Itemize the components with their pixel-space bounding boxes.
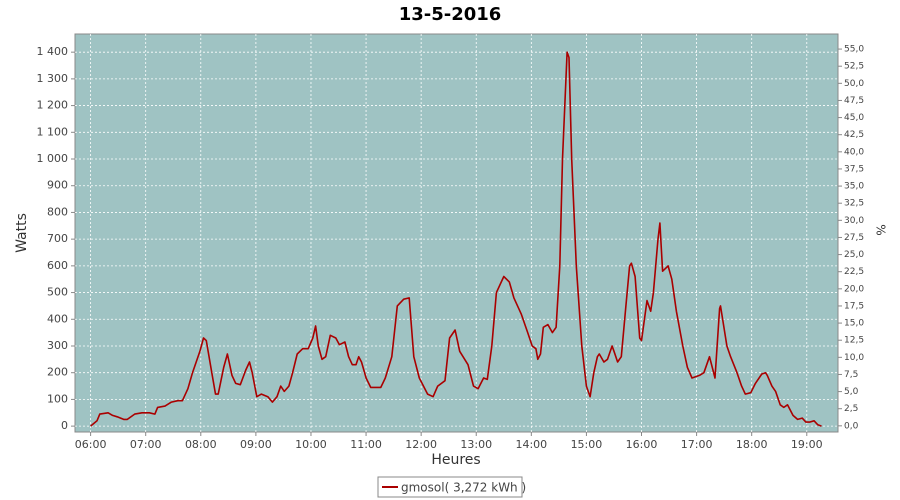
legend-box [377,476,523,498]
x-tick-label: 19:00 [791,438,823,451]
y2-tick-label: 15,0 [844,319,864,329]
y-tick-label: 0 [61,419,68,432]
y2-tick-label: 37,5 [844,164,864,174]
y-tick-label: 100 [47,392,68,405]
y2-tick-label: 32,5 [844,199,864,209]
y-tick-label: 1 400 [37,45,69,58]
y-tick-label: 600 [47,259,68,272]
plot-area [74,33,839,433]
x-tick-label: 06:00 [75,438,107,451]
x-tick-label: 18:00 [736,438,768,451]
y2-tick-label: 17,5 [844,301,864,311]
y2-axis-label: % [874,224,888,235]
y-tick-label: 700 [47,232,68,245]
x-tick-label: 09:00 [240,438,272,451]
y2-tick-label: 12,5 [844,336,864,346]
y2-tick-label: 30,0 [844,216,864,226]
y2-tick-label: 0,0 [844,421,859,431]
y2-tick-label: 2,5 [844,404,858,414]
y-tick-label: 200 [47,366,68,379]
x-tick-label: 12:00 [405,438,437,451]
data-line [90,51,822,427]
x-tick-label: 17:00 [681,438,713,451]
x-tick-label: 13:00 [460,438,492,451]
y2-tick-label: 20,0 [844,284,864,294]
x-tick-label: 11:00 [350,438,382,451]
y-tick-label: 1 300 [37,72,69,85]
y-tick-label: 1 000 [37,152,69,165]
y2-tick-label: 52,5 [844,62,864,72]
y2-tick-label: 35,0 [844,182,864,192]
y2-tick-label: 40,0 [844,147,864,157]
y-tick-label: 1 200 [37,99,69,112]
y2-tick-label: 42,5 [844,130,864,140]
y-tick-label: 300 [47,339,68,352]
x-axis-label: Heures [431,452,480,468]
y2-tick-label: 50,0 [844,79,864,89]
y2-tick-label: 22,5 [844,267,864,277]
y2-tick-label: 5,0 [844,387,859,397]
chart-title: 13-5-2016 [399,4,502,25]
y2-tick-label: 47,5 [844,96,864,106]
legend-label: gmosol( 3,272 kWh ) [401,481,526,495]
y-axis-label: Watts [14,213,30,253]
y-tick-label: 500 [47,286,68,299]
y2-tick-label: 10,0 [844,353,864,363]
y2-tick-label: 45,0 [844,113,864,123]
x-tick-label: 10:00 [295,438,327,451]
y-tick-label: 1 100 [37,125,69,138]
y-tick-label: 800 [47,205,68,218]
y2-tick-label: 27,5 [844,233,864,243]
x-tick-label: 16:00 [626,438,658,451]
x-tick-label: 07:00 [130,438,162,451]
y2-tick-label: 55,0 [844,45,864,55]
y-tick-label: 400 [47,312,68,325]
y2-tick-label: 25,0 [844,250,864,260]
y2-tick-label: 7,5 [844,370,858,380]
y-tick-label: 900 [47,179,68,192]
x-tick-label: 08:00 [185,438,217,451]
x-tick-label: 15:00 [571,438,603,451]
x-tick-label: 14:00 [515,438,547,451]
